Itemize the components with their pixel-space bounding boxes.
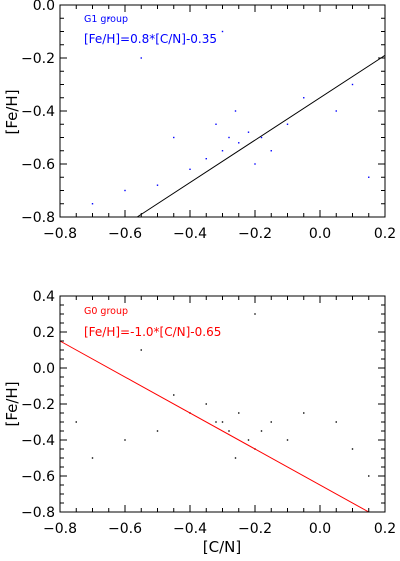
g1-data-point xyxy=(108,17,110,19)
panel-g1: −0.8 −0.6 −0.4 −0.2 0.0 0.2 −0.8 −0.6 −0.4 −0.2 0… xyxy=(3,0,396,242)
g1-group-label: G1 group xyxy=(84,14,128,25)
g1-data-point xyxy=(254,163,256,165)
g1-data-point xyxy=(270,150,272,152)
g1-x-tick-label: 0.2 xyxy=(374,226,396,242)
g0-data-point xyxy=(351,448,354,450)
g0-x-tick-label: −0.6 xyxy=(108,521,142,537)
g1-data-point xyxy=(303,97,305,99)
g1-data-point xyxy=(335,110,337,112)
g0-data-point xyxy=(234,457,237,459)
g1-data-point xyxy=(228,136,230,139)
g1-data-point xyxy=(221,30,224,33)
g0-group-label: G0 group xyxy=(84,306,128,317)
g0-x-tick-label: 0.0 xyxy=(309,521,331,537)
g0-data-point xyxy=(215,421,217,423)
g0-x-tick-label: −0.4 xyxy=(173,521,207,537)
g1-y-tick-label: −0.2 xyxy=(21,51,55,67)
g0-data-point xyxy=(140,349,142,351)
g1-x-tick-label: −0.2 xyxy=(238,226,272,242)
g1-y-axis-label: [Fe/H] xyxy=(3,89,21,134)
g1-y-ticks: −0.8 −0.6 −0.4 −0.2 0.0 xyxy=(21,0,385,226)
g0-data-point xyxy=(303,412,305,414)
g1-scatter-points xyxy=(91,17,370,205)
g1-data-point xyxy=(351,83,354,86)
g1-data-point xyxy=(368,176,370,178)
g0-y-tick-label: −0.2 xyxy=(21,397,55,413)
g1-data-point xyxy=(205,158,207,160)
g1-x-tick-label: −0.6 xyxy=(108,226,142,242)
g0-data-point xyxy=(286,439,289,441)
g0-data-point xyxy=(75,421,77,423)
g0-data-point xyxy=(238,412,240,414)
g0-data-point xyxy=(156,430,159,432)
g1-y-tick-label: −0.8 xyxy=(21,210,55,226)
g0-y-tick-label: 0.2 xyxy=(33,325,55,341)
g1-y-tick-label: 0.0 xyxy=(33,0,55,14)
g1-data-point xyxy=(221,150,224,152)
g0-data-point xyxy=(368,475,370,477)
g1-data-point xyxy=(189,168,191,170)
g0-y-ticks: −0.8 −0.6 −0.4 −0.2 0.0 0.2 0.4 xyxy=(21,289,385,521)
g1-y-tick-label: −0.4 xyxy=(21,104,55,120)
g1-data-point xyxy=(234,110,237,112)
g1-x-tick-label: −0.8 xyxy=(43,226,77,242)
g1-data-point xyxy=(247,131,250,133)
g0-data-point xyxy=(205,403,207,405)
g0-y-tick-label: −0.6 xyxy=(21,469,55,485)
g1-data-point xyxy=(215,123,217,125)
g0-data-point xyxy=(335,421,337,423)
g0-x-axis-label: [C/N] xyxy=(203,538,241,556)
g1-data-point xyxy=(156,184,159,186)
g0-x-tick-label: 0.2 xyxy=(374,521,396,537)
g0-y-tick-label: −0.4 xyxy=(21,433,55,449)
g0-data-point xyxy=(221,421,224,423)
g1-x-ticks: −0.8 −0.6 −0.4 −0.2 0.0 0.2 xyxy=(43,5,396,242)
g0-data-point xyxy=(173,394,175,396)
g1-data-point xyxy=(140,57,142,59)
g1-x-tick-label: −0.4 xyxy=(173,226,207,242)
g1-fit-line xyxy=(136,54,386,218)
g0-data-point xyxy=(260,430,263,432)
g1-y-tick-label: −0.6 xyxy=(21,157,55,173)
g0-fit-line xyxy=(59,340,369,513)
g1-data-point xyxy=(173,136,175,139)
g1-fit-equation: [Fe/H]=0.8*[C/N]-0.35 xyxy=(84,32,217,46)
g0-data-point xyxy=(254,313,256,315)
g0-data-point xyxy=(124,439,126,441)
panel-g0: −0.8 −0.6 −0.4 −0.2 0.0 0.2 −0.8 −0.6 −0.4 −0.2 0… xyxy=(3,289,396,556)
g0-y-tick-label: 0.0 xyxy=(33,361,55,377)
g0-fit-equation: [Fe/H]=-1.0*[C/N]-0.65 xyxy=(84,325,221,339)
g1-data-point xyxy=(91,203,94,205)
g1-x-tick-label: 0.0 xyxy=(309,226,331,242)
g0-x-ticks: −0.8 −0.6 −0.4 −0.2 0.0 0.2 xyxy=(43,296,396,537)
g0-y-tick-label: −0.8 xyxy=(21,505,55,521)
g1-data-point xyxy=(238,142,240,144)
g0-x-tick-label: −0.2 xyxy=(238,521,272,537)
g0-y-tick-label: 0.4 xyxy=(33,289,55,305)
g1-data-point xyxy=(286,123,289,125)
g0-data-point xyxy=(91,457,94,459)
g0-data-point xyxy=(270,421,272,423)
g0-data-point xyxy=(247,439,250,441)
g0-data-point xyxy=(228,430,230,432)
g0-y-axis-label: [Fe/H] xyxy=(3,381,21,426)
g0-x-tick-label: −0.8 xyxy=(43,521,77,537)
g1-data-point xyxy=(260,136,263,139)
g1-data-point xyxy=(124,189,126,192)
